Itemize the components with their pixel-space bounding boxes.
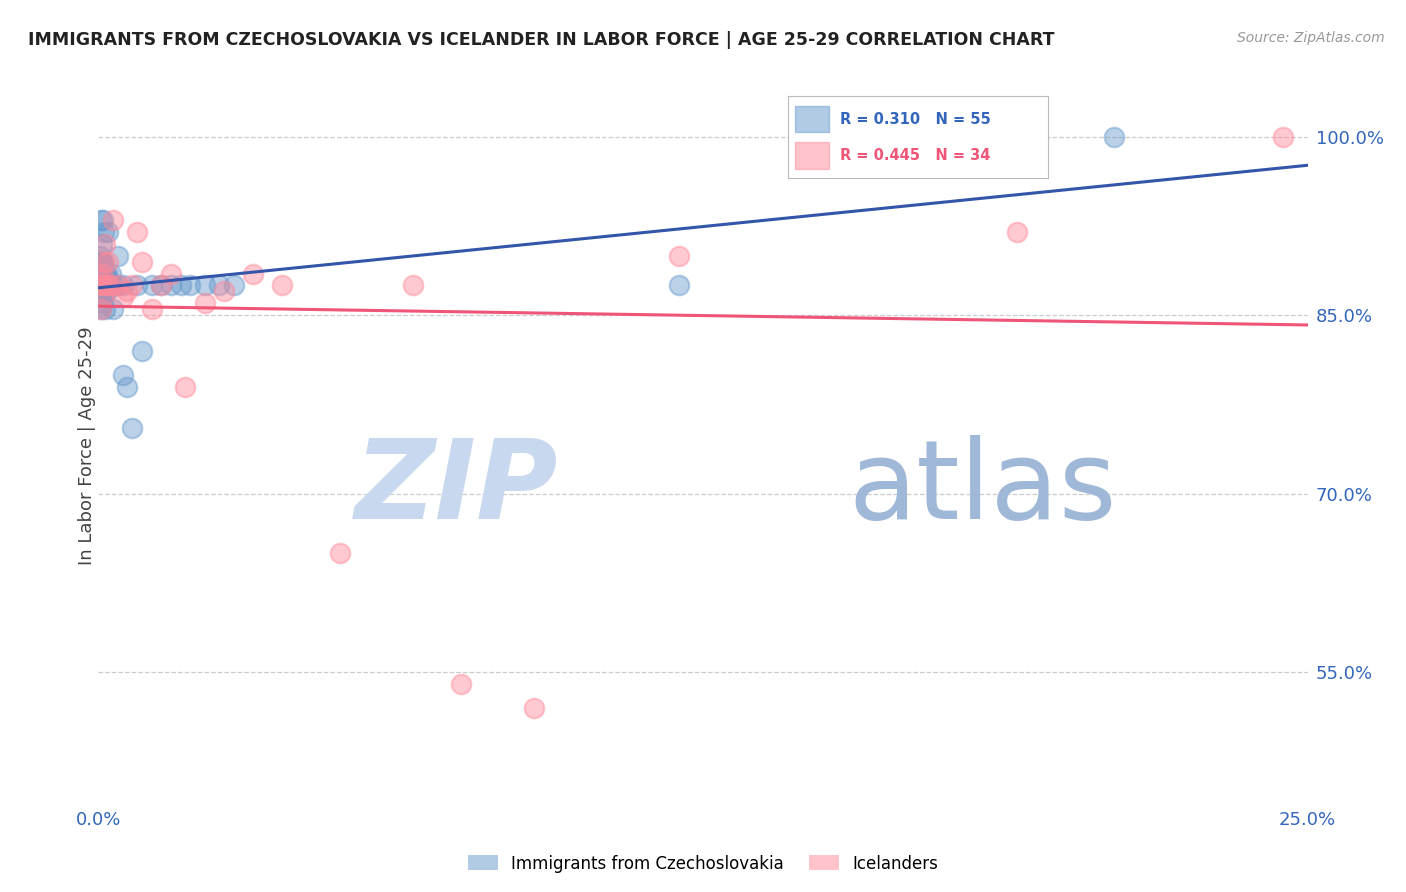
Point xyxy=(111,368,134,382)
Point xyxy=(91,213,114,227)
Point xyxy=(90,254,112,268)
Text: IMMIGRANTS FROM CZECHOSLOVAKIA VS ICELANDER IN LABOR FORCE | AGE 25-29 CORRELATI: IMMIGRANTS FROM CZECHOSLOVAKIA VS ICELAN… xyxy=(28,31,1054,49)
Point xyxy=(127,278,149,293)
Point xyxy=(98,278,121,293)
Point xyxy=(160,278,183,293)
Point xyxy=(101,213,124,227)
Point xyxy=(107,278,129,293)
Point xyxy=(141,302,163,317)
Point xyxy=(90,278,112,293)
Point xyxy=(96,285,118,299)
Point xyxy=(91,236,114,251)
Point xyxy=(91,267,114,281)
Point xyxy=(89,260,111,275)
Point xyxy=(97,254,120,268)
Point xyxy=(91,296,114,310)
Point xyxy=(121,421,143,435)
Point xyxy=(93,254,115,268)
Point xyxy=(91,278,114,293)
Point xyxy=(131,254,153,268)
Point xyxy=(212,285,235,299)
Point xyxy=(111,290,134,304)
Point xyxy=(93,225,115,239)
Point xyxy=(131,343,153,358)
Point xyxy=(1102,129,1125,144)
Point xyxy=(402,278,425,293)
Point xyxy=(271,278,294,293)
Point xyxy=(150,278,173,293)
Point xyxy=(96,278,118,293)
Point xyxy=(97,278,120,293)
Point xyxy=(107,249,129,263)
Point xyxy=(117,285,139,299)
Point xyxy=(101,302,124,317)
Point xyxy=(668,278,690,293)
Point xyxy=(94,302,117,317)
Point xyxy=(91,278,114,293)
Point xyxy=(90,290,112,304)
Point xyxy=(329,546,352,560)
Point xyxy=(1007,225,1029,239)
Legend: Immigrants from Czechoslovakia, Icelanders: Immigrants from Czechoslovakia, Icelande… xyxy=(461,848,945,880)
Point xyxy=(111,278,134,293)
Point xyxy=(89,254,111,268)
Point xyxy=(89,278,111,293)
Text: Source: ZipAtlas.com: Source: ZipAtlas.com xyxy=(1237,31,1385,45)
Point xyxy=(450,677,472,691)
Point xyxy=(93,267,115,281)
Y-axis label: In Labor Force | Age 25-29: In Labor Force | Age 25-29 xyxy=(79,326,96,566)
Point xyxy=(141,278,163,293)
Text: atlas: atlas xyxy=(848,435,1116,542)
Point xyxy=(523,700,546,714)
Point xyxy=(97,225,120,239)
Point xyxy=(89,278,111,293)
Point xyxy=(179,278,201,293)
Point xyxy=(90,302,112,317)
Point xyxy=(89,278,111,293)
Point xyxy=(94,236,117,251)
Point xyxy=(150,278,173,293)
Point xyxy=(91,260,114,275)
Point xyxy=(668,249,690,263)
Point xyxy=(117,379,139,393)
Point xyxy=(93,278,115,293)
Point xyxy=(90,285,112,299)
Point xyxy=(100,267,122,281)
Point xyxy=(121,278,143,293)
Point xyxy=(169,278,191,293)
Point xyxy=(94,278,117,293)
Point xyxy=(90,213,112,227)
Point xyxy=(107,278,129,293)
Point xyxy=(89,267,111,281)
Point xyxy=(208,278,231,293)
Point xyxy=(90,278,112,293)
Point xyxy=(194,278,217,293)
Point xyxy=(91,278,114,293)
Point xyxy=(89,249,111,263)
Point xyxy=(242,267,264,281)
Point xyxy=(101,278,124,293)
Point xyxy=(96,285,118,299)
Point xyxy=(90,302,112,317)
Point xyxy=(100,278,122,293)
Point xyxy=(174,379,197,393)
Point xyxy=(89,285,111,299)
Point xyxy=(127,225,149,239)
Point xyxy=(98,278,121,293)
Point xyxy=(91,290,114,304)
Point xyxy=(89,272,111,286)
Point xyxy=(160,267,183,281)
Point xyxy=(96,267,118,281)
Point xyxy=(90,254,112,268)
Point xyxy=(222,278,245,293)
Text: ZIP: ZIP xyxy=(354,435,558,542)
Point xyxy=(194,296,217,310)
Point xyxy=(97,272,120,286)
Point xyxy=(91,254,114,268)
Point xyxy=(1272,129,1295,144)
